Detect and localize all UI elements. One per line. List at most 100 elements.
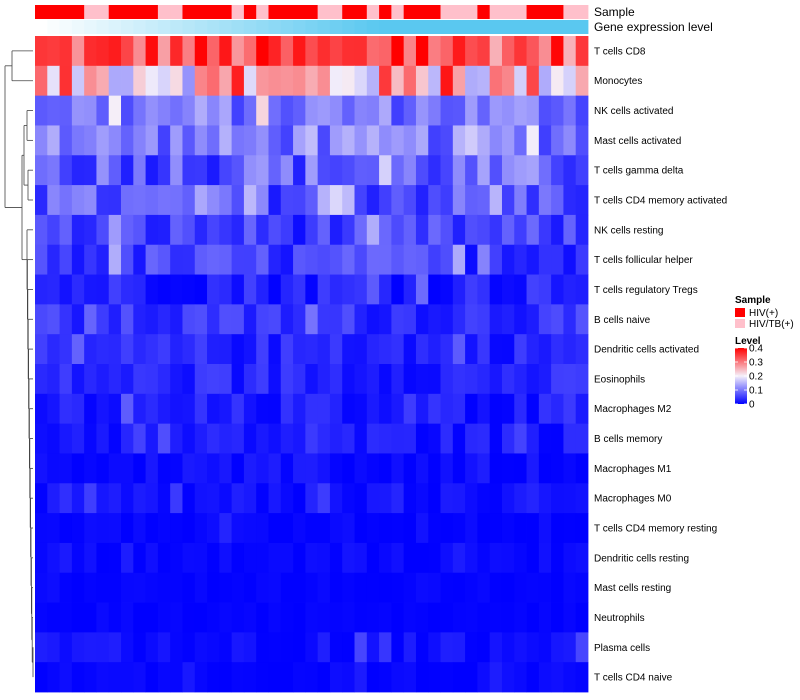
heatmap-cell (121, 95, 134, 126)
heatmap-cell (59, 453, 73, 484)
heatmap-cell (526, 244, 540, 275)
heatmap-cell (280, 364, 294, 395)
expression-annotation-cell (219, 20, 233, 34)
heatmap-cell (477, 393, 491, 425)
heatmap-cell (293, 364, 306, 395)
sample-annotation-cell (428, 5, 441, 19)
heatmap-cell (379, 542, 392, 574)
heatmap-cell (268, 95, 282, 126)
heatmap-cell (317, 125, 331, 156)
heatmap-cell (59, 423, 73, 454)
heatmap-cell (71, 662, 85, 693)
heatmap-cell (563, 393, 577, 425)
heatmap-cell (563, 513, 577, 544)
heatmap-cell (108, 214, 122, 246)
heatmap-cell (47, 65, 60, 97)
heatmap-cell (194, 423, 208, 454)
heatmap-cell (575, 274, 589, 305)
heatmap-cell (526, 542, 540, 574)
heatmap-cell (465, 632, 478, 663)
heatmap-cell (342, 393, 355, 425)
heatmap-cell (35, 393, 48, 425)
heatmap-cell (71, 602, 85, 633)
heatmap-cell (452, 513, 466, 544)
heatmap-cell (329, 214, 343, 246)
heatmap-cell (575, 125, 589, 156)
heatmap-cell (256, 513, 269, 544)
heatmap-cell (108, 602, 122, 633)
heatmap-cell (305, 95, 319, 126)
heatmap-cell (207, 214, 220, 246)
heatmap-cell (47, 423, 60, 454)
heatmap-cell (59, 125, 73, 156)
heatmap-cell (366, 185, 380, 216)
heatmap-cell (575, 185, 589, 216)
row-label: Neutrophils (594, 613, 645, 624)
row-label: Monocytes (594, 76, 642, 87)
heatmap-cell (440, 542, 454, 574)
heatmap-cell (84, 453, 97, 484)
heatmap-cell (538, 36, 552, 67)
heatmap-cell (526, 155, 540, 186)
heatmap-cell (465, 542, 478, 574)
heatmap-cell (182, 393, 196, 425)
heatmap-cell (366, 542, 380, 574)
heatmap-cell (366, 483, 380, 514)
heatmap-cell (477, 334, 491, 365)
heatmap-cell (219, 95, 233, 126)
heatmap-cell (157, 95, 171, 126)
heatmap-cell (342, 483, 355, 514)
heatmap-cell (465, 214, 478, 246)
heatmap-cell (551, 95, 564, 126)
heatmap-cell (71, 95, 85, 126)
heatmap-cell (170, 393, 183, 425)
heatmap-cell (194, 364, 208, 395)
heatmap-cell (47, 274, 60, 305)
heatmap-cell (207, 662, 220, 693)
row-label: NK cells activated (594, 106, 673, 117)
heatmap-cell (514, 155, 527, 186)
heatmap-cell (305, 542, 319, 574)
heatmap-cell (551, 364, 564, 395)
heatmap-cell (514, 304, 527, 335)
heatmap-cell (489, 572, 503, 603)
heatmap-cell (96, 274, 110, 305)
heatmap-cell (329, 423, 343, 454)
heatmap-cell (452, 364, 466, 395)
heatmap-cell (59, 304, 73, 335)
heatmap-cell (465, 453, 478, 484)
heatmap-cell (35, 65, 48, 97)
heatmap-cell (243, 214, 257, 246)
heatmap-cell (280, 244, 294, 275)
heatmap-cell (452, 36, 466, 67)
heatmap-cell (219, 36, 233, 67)
expression-annotation-cell (366, 20, 380, 34)
heatmap-cell (342, 423, 355, 454)
heatmap-cell (489, 125, 503, 156)
heatmap-cell (182, 244, 196, 275)
heatmap-cell (415, 513, 429, 544)
heatmap-cell (305, 185, 319, 216)
heatmap-cell (563, 65, 577, 97)
heatmap-cell (207, 334, 220, 365)
heatmap-cell (379, 453, 392, 484)
heatmap-cell (121, 602, 134, 633)
heatmap-cell (59, 185, 73, 216)
heatmap-cell (231, 572, 245, 603)
heatmap-cell (268, 36, 282, 67)
heatmap-cell (391, 542, 405, 574)
heatmap-cell (170, 185, 183, 216)
heatmap-cell (514, 65, 527, 97)
heatmap-cell (219, 602, 233, 633)
heatmap-cell (452, 393, 466, 425)
heatmap-cell (256, 542, 269, 574)
heatmap-cell (329, 662, 343, 693)
heatmap-cell (428, 65, 441, 97)
heatmap-cell (280, 393, 294, 425)
heatmap-cell (194, 244, 208, 275)
heatmap-cell (538, 423, 552, 454)
heatmap-cell (207, 95, 220, 126)
heatmap-cell (317, 65, 331, 97)
heatmap-cell (35, 36, 48, 67)
heatmap-cell (305, 155, 319, 186)
